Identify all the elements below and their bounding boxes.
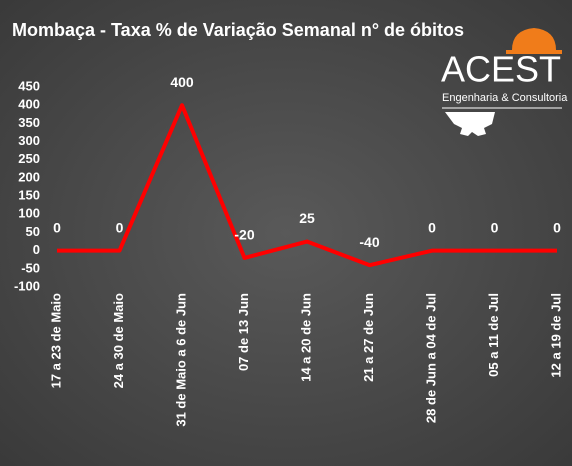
x-tick-label: 28 de Jun a 04 de Jul bbox=[423, 293, 438, 423]
logo-name: ACEST bbox=[441, 49, 561, 90]
x-tick-label: 07 de 13 Jun bbox=[236, 293, 251, 371]
x-tick-label: 21 a 27 de Jun bbox=[361, 293, 376, 382]
data-label: -20 bbox=[234, 227, 254, 243]
x-tick-label: 24 a 30 de Maio bbox=[111, 293, 126, 388]
data-label: -40 bbox=[359, 234, 379, 250]
y-tick-label: 350 bbox=[18, 115, 40, 130]
y-tick-label: 200 bbox=[18, 169, 40, 184]
x-tick-label: 14 a 20 de Jun bbox=[298, 293, 313, 382]
data-label: 0 bbox=[53, 219, 61, 235]
y-tick-label: -50 bbox=[21, 260, 40, 275]
chart-title: Mombaça - Taxa % de Variação Semanal n° … bbox=[12, 20, 464, 40]
y-tick-label: 250 bbox=[18, 151, 40, 166]
y-tick-label: 300 bbox=[18, 133, 40, 148]
data-label: 0 bbox=[116, 219, 124, 235]
logo-helmet bbox=[506, 28, 562, 54]
data-label: 400 bbox=[170, 74, 194, 90]
logo-tagline: Engenharia & Consultoria bbox=[442, 92, 568, 104]
data-label: 25 bbox=[299, 210, 315, 226]
x-tick-label: 17 a 23 de Maio bbox=[48, 293, 63, 388]
logo: ACEST Engenharia & Consultoria bbox=[441, 28, 568, 136]
y-tick-label: 50 bbox=[26, 224, 40, 239]
data-label: 0 bbox=[553, 219, 561, 235]
y-tick-label: 0 bbox=[33, 242, 40, 257]
line bbox=[57, 103, 557, 268]
logo-gear bbox=[445, 112, 495, 136]
y-tick-label: -100 bbox=[14, 278, 40, 293]
y-tick-label: 400 bbox=[18, 97, 40, 112]
data-label: 0 bbox=[428, 219, 436, 235]
y-tick-label: 150 bbox=[18, 188, 40, 203]
y-tick-label: 100 bbox=[18, 206, 40, 221]
x-tick-label: 12 a 19 de Jul bbox=[548, 293, 563, 378]
x-tick-label: 31 de Maio a 6 de Jun bbox=[173, 293, 188, 427]
x-tick-label: 05 a 11 de Jul bbox=[486, 293, 501, 377]
data-label: 0 bbox=[491, 219, 499, 235]
y-tick-label: 450 bbox=[18, 78, 40, 93]
